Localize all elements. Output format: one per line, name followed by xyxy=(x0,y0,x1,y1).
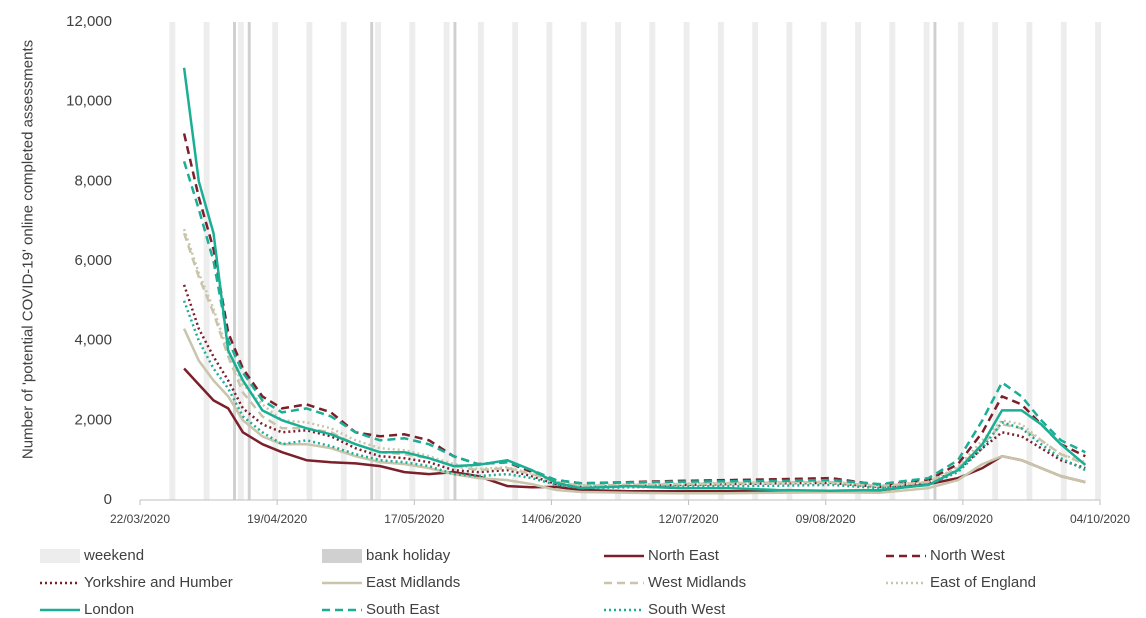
x-tick-label: 22/03/2020 xyxy=(110,512,170,526)
x-tick-label: 04/10/2020 xyxy=(1070,512,1130,526)
x-tick-label: 09/08/2020 xyxy=(796,512,856,526)
legend-label: bank holiday xyxy=(366,547,451,564)
shading-band xyxy=(1060,22,1067,500)
x-tick-label: 12/07/2020 xyxy=(659,512,719,526)
shading-band xyxy=(237,22,244,500)
shading-band xyxy=(443,22,450,500)
legend-label: East of England xyxy=(930,574,1036,591)
shading-band xyxy=(717,22,724,500)
legend-label: North West xyxy=(930,547,1006,564)
line xyxy=(182,328,1086,495)
shading-band xyxy=(820,22,827,500)
shading-band xyxy=(923,22,930,500)
legend-label: South East xyxy=(366,601,440,618)
shading-band xyxy=(992,22,999,500)
shading-band xyxy=(169,22,176,500)
y-tick-label: 6,000 xyxy=(74,252,112,269)
shading-band xyxy=(889,22,896,500)
y-axis-label: Number of 'potential COVID-19' online co… xyxy=(19,39,37,460)
legend-label: North East xyxy=(648,547,720,564)
line xyxy=(182,67,1087,493)
legend-swatch xyxy=(322,549,362,563)
shading-band xyxy=(786,22,793,500)
shading-band xyxy=(340,22,347,500)
shading-band xyxy=(933,22,937,500)
line xyxy=(182,161,1086,486)
legend-label: London xyxy=(84,601,134,618)
shading-band xyxy=(272,22,279,500)
line xyxy=(182,284,1086,489)
legend-label: East Midlands xyxy=(366,574,460,591)
y-tick-label: 2,000 xyxy=(74,411,112,428)
line xyxy=(182,300,1086,490)
shading-band xyxy=(233,22,236,500)
shading-band xyxy=(247,22,251,500)
shading-band xyxy=(752,22,759,500)
line xyxy=(182,232,1086,488)
legend-label: weekend xyxy=(83,547,144,564)
legend-label: Yorkshire and Humber xyxy=(84,574,233,591)
shading-band xyxy=(512,22,519,500)
shading-band xyxy=(683,22,690,500)
shading-band xyxy=(477,22,484,500)
legend-swatch xyxy=(40,549,80,563)
shading-band xyxy=(375,22,381,500)
shading-band xyxy=(370,22,374,500)
legend-label: South West xyxy=(648,601,726,618)
y-tick-label: 0 xyxy=(104,491,112,508)
shading-band xyxy=(1026,22,1033,500)
y-tick-label: 10,000 xyxy=(66,93,112,110)
y-tick-label: 8,000 xyxy=(74,172,112,189)
shading-band xyxy=(649,22,656,500)
shading-band xyxy=(580,22,587,500)
shading-band xyxy=(957,22,964,500)
line xyxy=(183,367,1086,493)
shading-band xyxy=(1095,22,1101,500)
shading-band xyxy=(203,22,210,500)
x-tick-label: 06/09/2020 xyxy=(933,512,993,526)
x-tick-label: 17/05/2020 xyxy=(384,512,444,526)
shading-band xyxy=(453,22,457,500)
shading-band xyxy=(409,22,416,500)
x-tick-label: 14/06/2020 xyxy=(521,512,581,526)
shading-band xyxy=(615,22,621,500)
shading-band xyxy=(306,22,313,500)
shading-band xyxy=(546,22,553,500)
shading-band xyxy=(855,22,861,500)
y-tick-label: 4,000 xyxy=(74,332,112,349)
y-tick-label: 12,000 xyxy=(66,13,112,30)
x-tick-label: 19/04/2020 xyxy=(247,512,307,526)
legend-label: West Midlands xyxy=(648,574,746,591)
